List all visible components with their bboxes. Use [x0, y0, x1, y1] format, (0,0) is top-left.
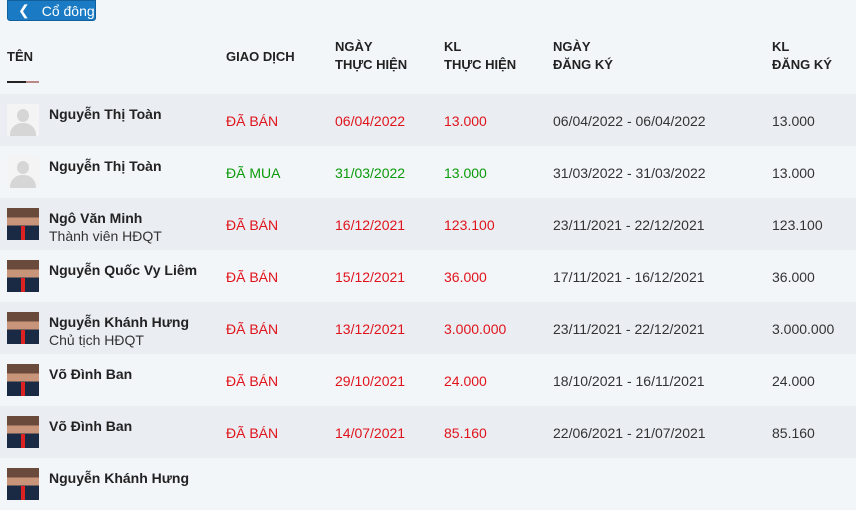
table-row[interactable]: Nguyễn Quốc Vy Liêm ĐÃ BÁN 15/12/2021 36… [0, 250, 856, 302]
exec-date: 15/12/2021 [335, 269, 406, 285]
person-role: Thành viên HĐQT [49, 228, 162, 244]
transaction-type: ĐÃ BÁN [226, 425, 279, 441]
person-name[interactable]: Nguyễn Khánh Hưng [49, 470, 190, 486]
col-reg-volume[interactable]: KL ĐĂNG KÝ [772, 39, 832, 72]
person-name[interactable]: Võ Đình Ban [49, 366, 133, 382]
table-row[interactable]: Nguyễn Thị Toàn ĐÃ BÁN 06/04/2022 13.000… [0, 94, 856, 146]
reg-volume: 24.000 [772, 373, 815, 389]
exec-volume: 13.000 [444, 113, 487, 129]
reg-period: 17/11/2021 - 16/12/2021 [553, 269, 705, 285]
transaction-type: ĐÃ MUA [226, 165, 281, 181]
person-name[interactable]: Ngô Văn Minh [49, 210, 143, 226]
exec-volume: 24.000 [444, 373, 487, 389]
exec-volume: 13.000 [444, 165, 487, 181]
col-exec-volume[interactable]: KL THỰC HIỆN [444, 39, 517, 72]
chevron-left-icon: ❮ [18, 2, 30, 18]
avatar [7, 156, 39, 188]
exec-date: 29/10/2021 [335, 373, 406, 389]
reg-period: 23/11/2021 - 22/12/2021 [553, 217, 705, 233]
transaction-type: ĐÃ BÁN [226, 217, 279, 233]
reg-volume: 13.000 [772, 165, 815, 181]
avatar [7, 364, 39, 396]
exec-date: 16/12/2021 [335, 217, 406, 233]
avatar [7, 208, 39, 240]
person-name[interactable]: Nguyễn Thị Toàn [49, 106, 162, 122]
reg-volume: 3.000.000 [772, 321, 835, 337]
exec-volume: 3.000.000 [444, 321, 507, 337]
transaction-type: ĐÃ BÁN [226, 373, 279, 389]
avatar [7, 104, 39, 136]
table-row[interactable]: Võ Đình Ban ĐÃ BÁN 29/10/2021 24.000 18/… [0, 354, 856, 406]
exec-volume: 85.160 [444, 425, 487, 441]
exec-date: 31/03/2022 [335, 165, 406, 181]
person-name[interactable]: Nguyễn Quốc Vy Liêm [49, 262, 198, 278]
col-name[interactable]: TÊN [7, 49, 33, 64]
transaction-type: ĐÃ BÁN [226, 269, 279, 285]
reg-period: 18/10/2021 - 16/11/2021 [553, 373, 705, 389]
person-role: Chủ tịch HĐQT [49, 332, 144, 348]
avatar [7, 416, 39, 448]
avatar [7, 260, 39, 292]
person-name[interactable]: Nguyễn Thị Toàn [49, 158, 162, 174]
back-button-label: Cổ đông [41, 2, 95, 19]
reg-period: 22/06/2021 - 21/07/2021 [553, 425, 706, 441]
reg-period: 31/03/2022 - 31/03/2022 [553, 165, 706, 181]
sort-underline [7, 81, 39, 83]
table-row[interactable]: Nguyễn Thị Toàn ĐÃ MUA 31/03/2022 13.000… [0, 146, 856, 198]
reg-period: 23/11/2021 - 22/12/2021 [553, 321, 705, 337]
avatar [7, 312, 39, 344]
col-reg-date[interactable]: NGÀY ĐĂNG KÝ [553, 39, 613, 72]
exec-date: 13/12/2021 [335, 321, 406, 337]
exec-date: 14/07/2021 [335, 425, 406, 441]
exec-date: 06/04/2022 [335, 113, 406, 129]
col-transaction[interactable]: GIAO DỊCH [226, 49, 295, 64]
reg-volume: 13.000 [772, 113, 815, 129]
transaction-type: ĐÃ BÁN [226, 321, 279, 337]
exec-volume: 123.100 [444, 217, 495, 233]
col-exec-date[interactable]: NGÀY THỰC HIỆN [335, 39, 408, 72]
reg-volume: 85.160 [772, 425, 815, 441]
person-name[interactable]: Võ Đình Ban [49, 418, 133, 434]
exec-volume: 36.000 [444, 269, 487, 285]
table-header: TÊN GIAO DỊCH NGÀY THỰC HIỆN KL THỰC HIỆ… [0, 38, 856, 94]
table-row[interactable]: Ngô Văn Minh Thành viên HĐQT ĐÃ BÁN 16/1… [0, 198, 856, 250]
transaction-type: ĐÃ BÁN [226, 113, 279, 129]
person-name[interactable]: Nguyễn Khánh Hưng [49, 314, 190, 330]
reg-volume: 123.100 [772, 217, 823, 233]
back-button-co-dong[interactable]: ❮ Cổ đông [7, 0, 96, 21]
reg-period: 06/04/2022 - 06/04/2022 [553, 113, 706, 129]
reg-volume: 36.000 [772, 269, 815, 285]
table-row[interactable]: Nguyễn Khánh Hưng [0, 458, 856, 510]
table-row[interactable]: Võ Đình Ban ĐÃ BÁN 14/07/2021 85.160 22/… [0, 406, 856, 458]
table-row[interactable]: Nguyễn Khánh Hưng Chủ tịch HĐQT ĐÃ BÁN 1… [0, 302, 856, 354]
avatar [7, 468, 39, 500]
